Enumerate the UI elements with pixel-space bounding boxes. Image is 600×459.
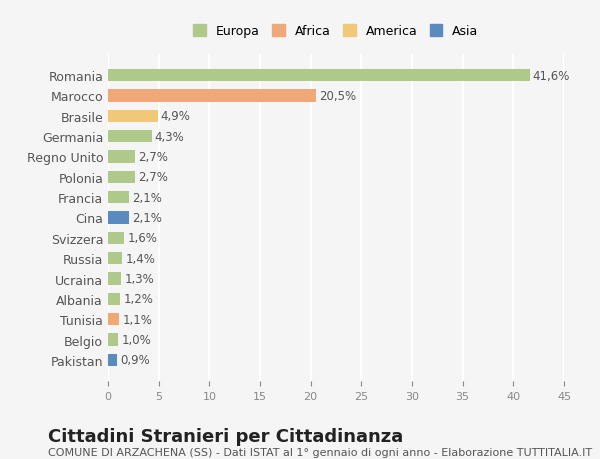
Text: 1,3%: 1,3% bbox=[124, 272, 154, 285]
Bar bbox=[108, 293, 120, 305]
Bar bbox=[108, 232, 124, 244]
Bar bbox=[108, 212, 129, 224]
Text: Cittadini Stranieri per Cittadinanza: Cittadini Stranieri per Cittadinanza bbox=[48, 427, 403, 445]
Bar bbox=[108, 252, 122, 265]
Legend: Europa, Africa, America, Asia: Europa, Africa, America, Asia bbox=[187, 19, 485, 45]
Text: 1,2%: 1,2% bbox=[123, 293, 153, 306]
Bar bbox=[108, 171, 136, 184]
Text: 4,9%: 4,9% bbox=[161, 110, 191, 123]
Bar bbox=[108, 273, 121, 285]
Text: 20,5%: 20,5% bbox=[319, 90, 356, 103]
Bar bbox=[108, 90, 316, 102]
Bar bbox=[108, 313, 119, 325]
Bar bbox=[108, 354, 117, 366]
Bar bbox=[108, 334, 118, 346]
Bar bbox=[108, 70, 530, 82]
Bar bbox=[108, 131, 152, 143]
Text: 41,6%: 41,6% bbox=[533, 69, 570, 83]
Text: 2,1%: 2,1% bbox=[133, 212, 162, 224]
Text: 2,7%: 2,7% bbox=[139, 171, 168, 184]
Text: 0,9%: 0,9% bbox=[120, 353, 150, 367]
Text: 1,4%: 1,4% bbox=[125, 252, 155, 265]
Text: COMUNE DI ARZACHENA (SS) - Dati ISTAT al 1° gennaio di ogni anno - Elaborazione : COMUNE DI ARZACHENA (SS) - Dati ISTAT al… bbox=[48, 448, 592, 458]
Text: 4,3%: 4,3% bbox=[155, 130, 184, 143]
Bar bbox=[108, 151, 136, 163]
Text: 1,1%: 1,1% bbox=[122, 313, 152, 326]
Text: 1,6%: 1,6% bbox=[127, 232, 157, 245]
Bar bbox=[108, 192, 129, 204]
Text: 2,7%: 2,7% bbox=[139, 151, 168, 164]
Bar bbox=[108, 111, 158, 123]
Text: 1,0%: 1,0% bbox=[121, 333, 151, 346]
Text: 2,1%: 2,1% bbox=[133, 191, 162, 204]
